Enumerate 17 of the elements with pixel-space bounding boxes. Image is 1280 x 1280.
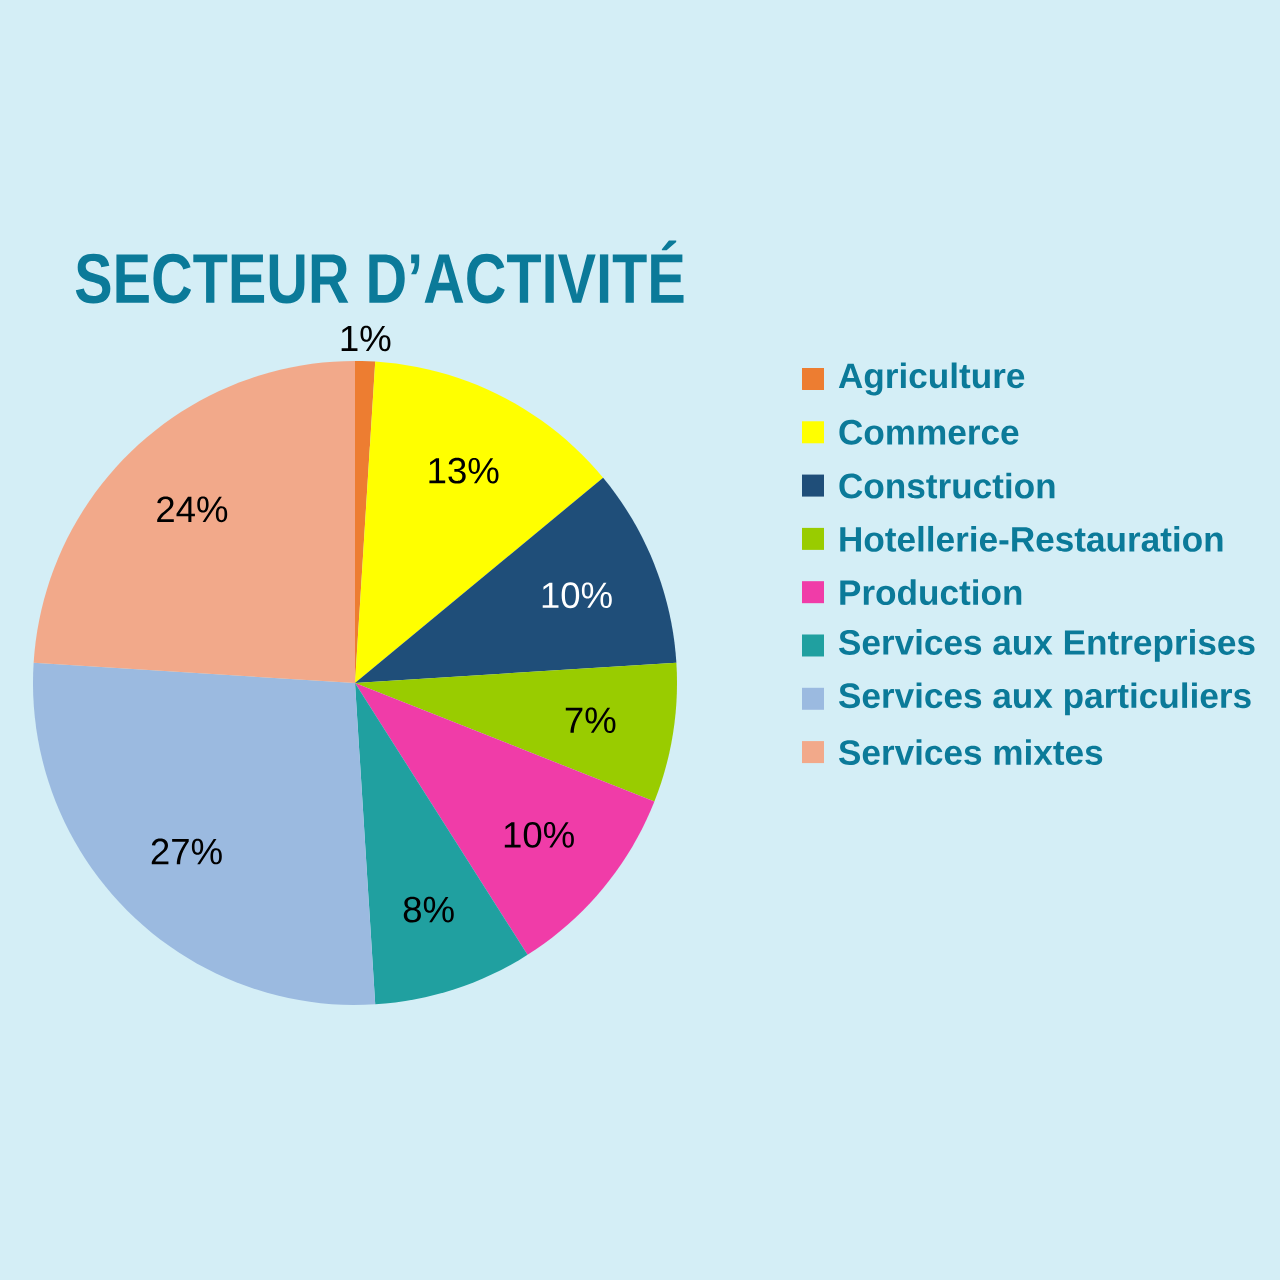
data-label: 1%: [341, 325, 391, 352]
legend-label: Hotellerie-Restauration: [840, 525, 1223, 552]
data-label: 7%: [565, 707, 616, 734]
legend-label: Services aux Entreprises: [838, 629, 1255, 662]
data-label: 13%: [429, 457, 499, 484]
legend-label: Construction: [839, 472, 1055, 499]
legend-label: Services aux particuliers: [838, 682, 1251, 716]
data-label: 24%: [157, 496, 228, 523]
legend-label: Services mixtes: [838, 739, 1103, 765]
chart-title: SECTEUR D’ACTIVITÉ: [75, 240, 684, 304]
legend-label: Commerce: [839, 419, 1019, 445]
data-label: 27%: [151, 838, 222, 865]
data-label: 10%: [542, 582, 612, 609]
data-label: 8%: [403, 896, 454, 923]
legend-label: Production: [840, 579, 1022, 606]
data-label: 10%: [504, 821, 574, 848]
legend-label: Agriculture: [838, 362, 1025, 396]
